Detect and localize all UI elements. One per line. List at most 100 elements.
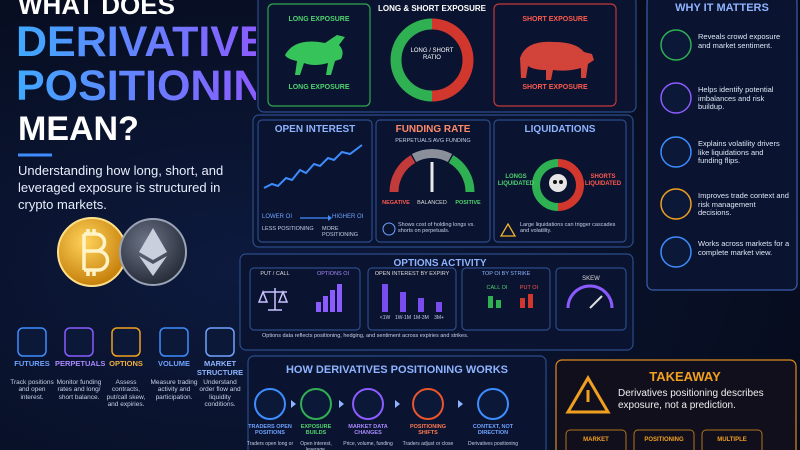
category-label: OPTIONS bbox=[109, 359, 143, 368]
funding-subtitle: PERPETUALS AVG FUNDING bbox=[395, 138, 471, 144]
bull-icon bbox=[285, 35, 345, 75]
why-item: Reveals crowd exposure and market sentim… bbox=[698, 32, 781, 50]
skull bbox=[549, 174, 567, 192]
options-label: SKEW bbox=[582, 276, 600, 282]
ratio-label: LONG / SHORT RATIO bbox=[410, 48, 454, 61]
panel-title: WHY IT MATTERS bbox=[675, 2, 769, 14]
category-desc: Measure trading activity and participati… bbox=[150, 379, 198, 401]
oi-label: MORE POSITIONING bbox=[322, 226, 359, 239]
oi-label: LESS POSITIONING bbox=[262, 226, 314, 232]
step-label: EXPOSURE BUILDS bbox=[300, 424, 332, 437]
gauge-positive bbox=[448, 155, 475, 193]
funding-note: Shows cost of holding longs vs. shorts o… bbox=[398, 222, 475, 235]
category-desc: Understand order flow and liquidity cond… bbox=[199, 379, 241, 409]
category-desc: Monitor funding rates and long/ short ba… bbox=[56, 379, 102, 401]
why-item: Works across markets for a complete mark… bbox=[698, 239, 790, 257]
gauge-label: NEGATIVE bbox=[382, 200, 410, 206]
scale-icon bbox=[257, 288, 289, 311]
step-desc: Traders open long or bbox=[246, 441, 294, 447]
takeaway-text: Derivatives positioning describes exposu… bbox=[618, 388, 764, 411]
step-desc: Price, volume, funding bbox=[343, 441, 393, 447]
options-note: Options data reflects positioning, hedgi… bbox=[262, 333, 469, 339]
title-line: POSITIONING bbox=[16, 62, 298, 110]
oi-line bbox=[263, 144, 363, 189]
takeaway-tag: MULTIPLE bbox=[717, 437, 747, 443]
info-icon bbox=[382, 222, 396, 236]
skull-eye bbox=[559, 180, 563, 184]
gauge-label: BALANCED bbox=[417, 200, 447, 206]
tag-boxes bbox=[565, 429, 763, 450]
liq-note: Large liquidations can trigger cascades … bbox=[520, 222, 616, 235]
panels bbox=[239, 0, 798, 450]
step-desc: Open interest, leverage, bbox=[300, 441, 332, 450]
expiry-label: 3M+ bbox=[434, 315, 444, 321]
skull-eye bbox=[553, 180, 557, 184]
takeaway-tag: MARKET bbox=[583, 437, 609, 443]
options-label: CALL OI bbox=[486, 285, 508, 291]
exposure-label: LONG EXPOSURE bbox=[288, 16, 350, 23]
bear-icon bbox=[520, 41, 594, 80]
oi-label: LOWER OI bbox=[262, 214, 293, 220]
step-arrows bbox=[291, 400, 463, 408]
step-label: CONTEXT, NOT DIRECTION bbox=[472, 424, 514, 437]
step-desc: Derivatives positioning bbox=[467, 441, 519, 447]
donut-long bbox=[390, 18, 433, 102]
step-icons bbox=[254, 388, 509, 420]
oi-bars bbox=[316, 284, 342, 312]
subtitle: Understanding how long, short, and lever… bbox=[18, 163, 224, 212]
oi-label: HIGHER OI bbox=[332, 214, 364, 220]
exposure-label: LONG EXPOSURE bbox=[288, 84, 350, 91]
category-desc: Assess contracts, put/call skew, and exp… bbox=[106, 379, 146, 409]
options-label: PUT OI bbox=[519, 285, 539, 291]
exposure-label: SHORT EXPOSURE bbox=[522, 16, 588, 23]
panel-title: LONG & SHORT EXPOSURE bbox=[377, 4, 486, 13]
options-label: PUT / CALL bbox=[260, 271, 290, 277]
warning-icon bbox=[565, 375, 611, 414]
options-label: TOP OI BY STRIKE bbox=[481, 271, 531, 277]
skew-gauge bbox=[566, 284, 614, 309]
skew-needle bbox=[589, 295, 603, 309]
expiry-label: 1W-1M bbox=[394, 315, 412, 321]
options-label: OPEN INTEREST BY EXPIRY bbox=[374, 271, 450, 277]
takeaway-tag: POSITIONING bbox=[644, 437, 684, 443]
category-label: FUTURES bbox=[14, 359, 50, 368]
category-label: PERPETUALS bbox=[55, 359, 106, 368]
why-item: Improves trade context and risk manageme… bbox=[698, 191, 789, 218]
category-label: MARKET STRUCTURE bbox=[196, 359, 244, 377]
gauge-balanced bbox=[411, 148, 453, 163]
strike-bars bbox=[488, 294, 533, 308]
donut-short bbox=[431, 18, 474, 102]
why-icons bbox=[660, 29, 692, 268]
exposure-label: SHORT EXPOSURE bbox=[522, 84, 588, 91]
bitcoin-logo bbox=[82, 229, 110, 276]
title-line: MEAN? bbox=[18, 110, 139, 148]
step-label: MARKET DATA CHANGES bbox=[348, 424, 388, 437]
gauge-label: POSITIVE bbox=[455, 200, 481, 206]
step-label: POSITIONING SHIFTS bbox=[409, 424, 447, 437]
options-label: OPTIONS OI bbox=[316, 271, 350, 277]
why-item: Helps identify potential imbalances and … bbox=[698, 85, 774, 112]
expiry-label: <1W bbox=[379, 315, 391, 321]
step-label: TRADERS OPEN POSITIONS bbox=[248, 424, 292, 437]
sub-panels bbox=[249, 3, 627, 331]
gauge-negative bbox=[389, 155, 416, 193]
category-desc: Track positions and open interest. bbox=[10, 379, 54, 401]
panel-title: LIQUIDATIONS bbox=[524, 124, 596, 135]
panel-title: HOW DERIVATIVES POSITIONING WORKS bbox=[285, 364, 509, 376]
expiry-bars bbox=[382, 284, 442, 312]
panel-title: OPEN INTEREST bbox=[274, 124, 356, 135]
expiry-label: 1M-3M bbox=[413, 315, 429, 321]
liq-label: LONGS LIQUIDATED bbox=[497, 174, 535, 187]
warn-icon bbox=[499, 222, 517, 237]
liq-long bbox=[532, 159, 559, 211]
category-label: VOLUME bbox=[157, 359, 191, 368]
panel-title: TAKEAWAY bbox=[649, 369, 721, 384]
arrow-head bbox=[328, 215, 332, 221]
step-desc: Traders adjust or close bbox=[402, 441, 454, 447]
ethereum-logo bbox=[139, 228, 167, 276]
panel-title: OPTIONS ACTIVITY bbox=[393, 258, 487, 269]
title-line: DERIVATIVES bbox=[16, 18, 297, 66]
liq-label: SHORTS LIQUIDATED bbox=[584, 174, 622, 187]
